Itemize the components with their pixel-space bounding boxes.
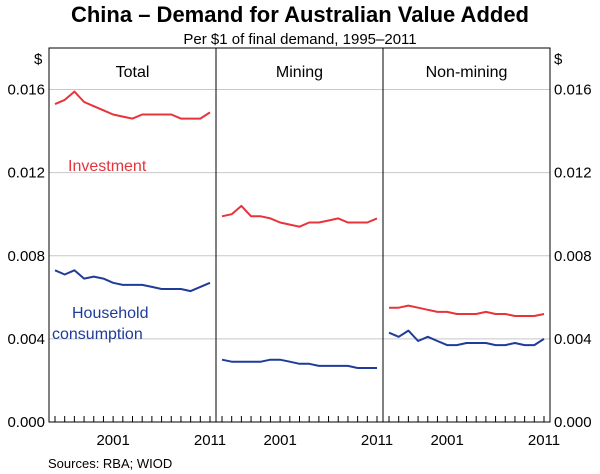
y-tick-label-right: 0.000: [554, 414, 592, 431]
panel-title-1: Mining: [276, 64, 323, 81]
x-tick-label-2-1: 2011: [528, 432, 560, 449]
x-tick-label-2-0: 2001: [430, 432, 463, 449]
y-tick-label-right: 0.008: [554, 248, 592, 265]
series-line-0-0: [54, 90, 211, 120]
y-unit-label-right: $: [554, 51, 563, 68]
chart-title: China – Demand for Australian Value Adde…: [71, 2, 529, 27]
plot-area: 0.000 0.000 0.004 0.004 0.008 0.008 0.012 0.012…: [7, 47, 592, 449]
chart-source: Sources: RBA; WIOD: [48, 456, 172, 471]
y-tick-label-right: 0.012: [554, 165, 592, 182]
y-tick-label-left: 0.016: [7, 82, 45, 99]
annotation-0-0: Investment: [68, 158, 147, 175]
series-line-2-0: [389, 304, 545, 317]
series-line-1-1: [221, 358, 377, 369]
x-tick-label-0-1: 2011: [194, 432, 226, 449]
y-tick-label-right: 0.004: [554, 331, 592, 348]
annotation-0-2: consumption: [52, 326, 143, 343]
y-tick-label-right: 0.016: [554, 82, 592, 99]
plot-frame: [48, 47, 551, 423]
y-unit-label-left: $: [34, 51, 43, 68]
series-line-1-0: [221, 204, 378, 228]
y-tick-label-left: 0.004: [7, 331, 45, 348]
y-tick-label-left: 0.008: [7, 248, 45, 265]
panel-title-2: Non-mining: [426, 64, 508, 81]
y-tick-label-left: 0.000: [7, 414, 45, 431]
y-tick-label-left: 0.012: [7, 165, 45, 182]
series-line-2-1: [388, 329, 545, 347]
x-tick-label-1-1: 2011: [361, 432, 393, 449]
x-tick-label-1-0: 2001: [263, 432, 296, 449]
series-line-0-1: [54, 269, 211, 293]
panel-title-0: Total: [116, 64, 150, 81]
annotation-0-1: Household: [72, 305, 149, 322]
chart-subtitle: Per $1 of final demand, 1995–2011: [183, 31, 416, 48]
x-tick-label-0-0: 2001: [96, 432, 129, 449]
